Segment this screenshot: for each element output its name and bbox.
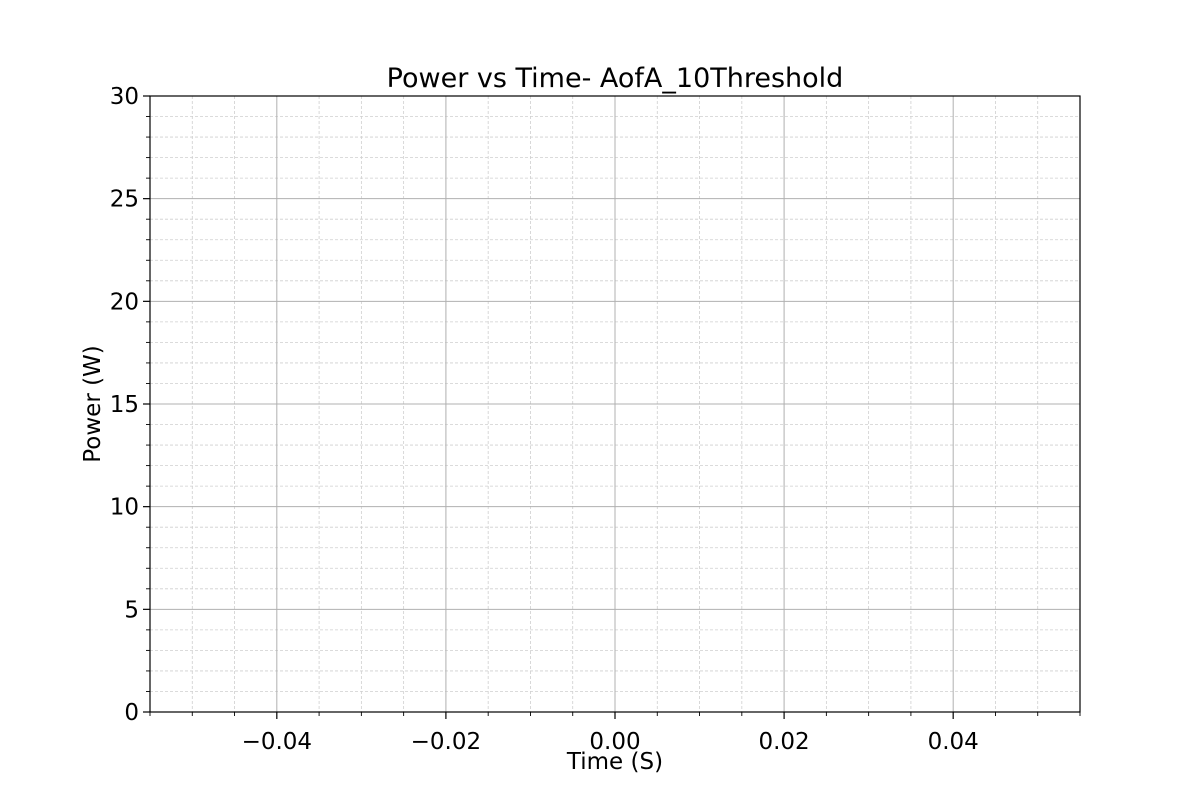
y-axis-label: Power (W): [80, 345, 106, 463]
y-tick-label: 20: [110, 289, 139, 315]
x-tick-label: −0.04: [242, 729, 312, 755]
y-tick-labels: 0 5 10 15 20 25 30: [110, 84, 139, 726]
x-tick-label: 0.02: [758, 729, 809, 755]
x-axis-label: Time (S): [566, 749, 663, 775]
axis-ticks: [143, 95, 1081, 719]
y-tick-label: 0: [124, 700, 139, 726]
x-tick-label: −0.02: [411, 729, 481, 755]
plot-area-frame: [149, 95, 1081, 713]
y-tick-label: 5: [124, 597, 139, 623]
major-grid: [150, 96, 1080, 712]
chart-title: Power vs Time- AofA_10Threshold: [387, 63, 844, 94]
y-tick-label: 10: [110, 495, 139, 521]
x-tick-label: 0.04: [928, 729, 979, 755]
y-tick-label: 15: [110, 392, 139, 418]
y-tick-label: 30: [110, 84, 139, 110]
y-tick-label: 25: [110, 187, 139, 213]
x-tick-label: 0.00: [589, 729, 640, 755]
x-tick-labels: −0.04 −0.02 0.00 0.02 0.04: [242, 729, 979, 755]
